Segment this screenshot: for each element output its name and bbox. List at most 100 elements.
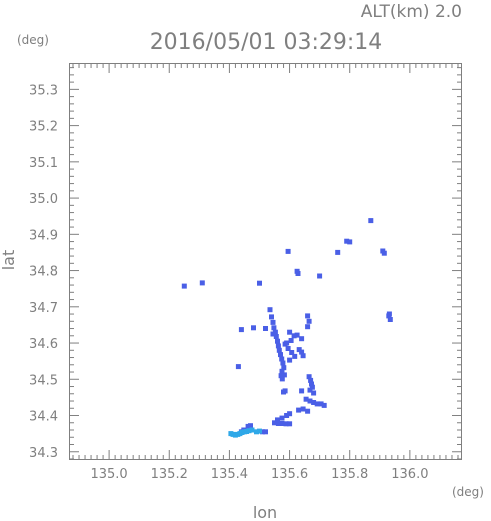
data-point [279, 421, 285, 426]
y-axis-label: lat [0, 250, 18, 271]
x-tick-label: 135.8 [331, 467, 368, 482]
data-point [321, 402, 327, 408]
data-point [368, 218, 374, 224]
data-point [238, 327, 244, 333]
data-point [270, 331, 276, 337]
data-point [287, 329, 293, 335]
data-point [318, 401, 324, 407]
data-point [386, 311, 392, 317]
data-point [300, 406, 306, 412]
data-point [235, 364, 241, 370]
data-point [294, 332, 300, 338]
data-point [246, 428, 252, 434]
data-point [260, 429, 265, 435]
data-point [270, 319, 276, 325]
data-point [314, 401, 320, 407]
data-point [276, 347, 282, 353]
data-point [299, 336, 305, 342]
data-point [296, 407, 302, 413]
data-point [283, 421, 289, 427]
y-tick-label: 35.1 [29, 156, 58, 171]
data-point [335, 249, 341, 255]
altitude-label: ALT(km) 2.0 [361, 2, 462, 22]
data-point [282, 388, 288, 394]
data-point [199, 280, 205, 286]
y-tick-label: 34.3 [29, 446, 58, 461]
data-point [257, 280, 262, 286]
data-point [307, 398, 313, 404]
y-tick-label: 35.3 [29, 83, 58, 98]
data-point [279, 356, 285, 362]
data-point [303, 396, 309, 402]
axis-ticks [70, 64, 461, 460]
data-point [287, 421, 293, 427]
data-point [307, 387, 313, 393]
x-unit-label: (deg) [452, 485, 484, 499]
y-tick-label: 35.2 [29, 120, 58, 135]
data-point [280, 360, 286, 366]
data-point [272, 420, 277, 426]
data-point [311, 390, 317, 396]
data-point [285, 346, 291, 351]
data-point [273, 334, 279, 339]
y-tick-label: 34.6 [29, 337, 58, 352]
data-point [287, 411, 293, 417]
data-point [344, 238, 350, 244]
data-point [287, 357, 293, 363]
x-tick-label: 135.2 [151, 467, 188, 482]
data-point [305, 313, 311, 319]
data-point [285, 248, 291, 254]
data-point [308, 377, 314, 383]
data-point [271, 325, 277, 331]
data-point [299, 349, 305, 355]
data-points [181, 218, 393, 438]
data-point [289, 350, 295, 355]
data-point [309, 381, 314, 387]
data-point [288, 338, 294, 343]
y-tick-label: 34.4 [29, 410, 58, 425]
data-point [278, 352, 283, 358]
y-tick-label: 34.5 [29, 373, 58, 388]
x-tick-label: 135.6 [271, 467, 308, 482]
data-point [300, 353, 306, 359]
data-point [263, 429, 268, 435]
y-tick-label: 34.9 [29, 228, 58, 243]
data-point [254, 429, 259, 435]
y-unit-label: (deg) [17, 33, 49, 47]
data-point [309, 384, 315, 390]
data-point [387, 317, 393, 322]
y-tick-label: 34.7 [29, 301, 58, 316]
data-point [279, 376, 285, 382]
data-point [292, 353, 298, 359]
data-point [291, 333, 297, 339]
data-point [305, 324, 311, 330]
data-point [249, 427, 255, 433]
data-point [269, 314, 274, 320]
data-point [257, 428, 262, 434]
data-point [347, 239, 353, 245]
data-point [284, 413, 290, 418]
data-point [284, 340, 290, 346]
data-point [281, 372, 287, 378]
data-point [381, 250, 387, 256]
data-point [275, 338, 280, 344]
data-point [275, 343, 281, 349]
data-point [181, 283, 187, 289]
x-tick-label: 135.4 [211, 467, 248, 482]
data-point [263, 326, 268, 331]
timestamp-title: 2016/05/01 03:29:14 [150, 30, 383, 55]
data-point [305, 408, 311, 414]
data-point [311, 400, 317, 405]
y-tick-label: 35.0 [29, 192, 58, 207]
data-point [279, 415, 285, 421]
x-tick-label: 135.0 [90, 467, 127, 482]
y-tick-label: 34.8 [29, 265, 58, 280]
data-point [275, 421, 281, 426]
data-point [317, 273, 323, 279]
data-point [281, 365, 287, 371]
data-point [299, 388, 305, 394]
data-point [306, 374, 312, 380]
data-point [248, 423, 253, 429]
data-point [278, 373, 284, 379]
